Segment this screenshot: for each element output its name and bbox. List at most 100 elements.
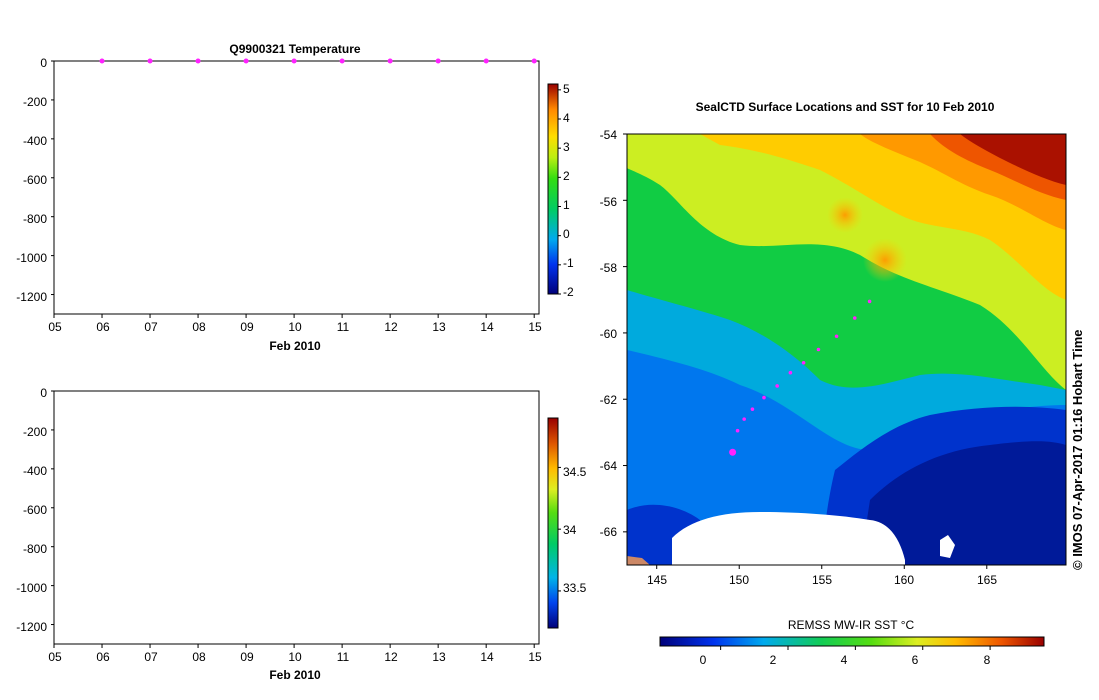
salinity-y-axis: 0 -200 -400 -600 -800 -1000 -1200 bbox=[16, 386, 54, 634]
profile-marker bbox=[435, 58, 441, 64]
temperature-colorbar: 5 4 3 2 1 0 -1 -2 bbox=[547, 82, 574, 299]
temp-xtick-08: 08 bbox=[192, 320, 206, 334]
map-ytick-60: -60 bbox=[600, 327, 618, 341]
map-xtick-155: 155 bbox=[812, 573, 832, 587]
sal-xlabel: Feb 2010 bbox=[269, 668, 321, 682]
track-point bbox=[775, 384, 779, 388]
map-ytick-54: -54 bbox=[600, 128, 618, 142]
sal-ytick-1200: -1200 bbox=[16, 620, 47, 634]
temp-xtick-06: 06 bbox=[96, 320, 110, 334]
sal-xtick-07: 07 bbox=[144, 650, 158, 664]
temperature-y-axis: 0 -200 -400 -600 -800 -1000 -1200 bbox=[16, 56, 54, 304]
temp-xtick-14: 14 bbox=[480, 320, 494, 334]
map-y-axis: -54 -56 -58 -60 -62 -64 -66 bbox=[600, 128, 627, 539]
track-point bbox=[867, 299, 872, 304]
temp-xtick-10: 10 bbox=[288, 320, 302, 334]
profile-marker bbox=[339, 58, 345, 64]
temp-xtick-05: 05 bbox=[48, 320, 62, 334]
sst-cbar-2: 2 bbox=[770, 653, 777, 667]
track-point bbox=[735, 428, 740, 433]
sal-ytick-600: -600 bbox=[23, 503, 47, 517]
temperature-title: Q9900321 Temperature bbox=[229, 42, 361, 56]
profile-marker bbox=[483, 58, 489, 64]
temp-xtick-07: 07 bbox=[144, 320, 158, 334]
track-point bbox=[788, 370, 793, 375]
sal-cbar-33-5: 33.5 bbox=[563, 581, 587, 595]
sal-xtick-06: 06 bbox=[96, 650, 110, 664]
map-ytick-56: -56 bbox=[600, 195, 618, 209]
salinity-panel: 0 -200 -400 -600 -800 -1000 -1200 05 06 … bbox=[16, 386, 586, 682]
profile-marker bbox=[147, 58, 153, 64]
sal-ytick-0: 0 bbox=[40, 386, 47, 400]
temp-xtick-13: 13 bbox=[432, 320, 446, 334]
temperature-section bbox=[54, 61, 539, 314]
profile-marker bbox=[291, 58, 297, 64]
track-point bbox=[816, 347, 821, 352]
sst-cbar-6: 6 bbox=[912, 653, 919, 667]
profile-marker bbox=[387, 58, 393, 64]
track-point bbox=[762, 395, 766, 400]
map-ytick-62: -62 bbox=[600, 393, 618, 407]
sal-xtick-14: 14 bbox=[480, 650, 494, 664]
profile-marker bbox=[243, 58, 249, 64]
map-ytick-58: -58 bbox=[600, 261, 618, 275]
sal-ytick-200: -200 bbox=[23, 425, 47, 439]
temp-cbar-3: 3 bbox=[563, 140, 570, 154]
temp-ytick-400: -400 bbox=[23, 134, 47, 148]
sst-field bbox=[627, 134, 1066, 565]
temp-xtick-09: 09 bbox=[240, 320, 254, 334]
track-point bbox=[729, 448, 737, 456]
temp-cbar-minus2: -2 bbox=[563, 285, 574, 299]
track-point bbox=[801, 360, 806, 365]
map-xtick-150: 150 bbox=[729, 573, 749, 587]
sal-ytick-800: -800 bbox=[23, 542, 47, 556]
sal-xtick-08: 08 bbox=[192, 650, 206, 664]
sst-cbar-8: 8 bbox=[984, 653, 991, 667]
sst-colorbar-ramp bbox=[659, 636, 1045, 647]
sst-cbar-0: 0 bbox=[700, 653, 707, 667]
temp-ytick-1000: -1000 bbox=[16, 251, 47, 265]
map-ytick-66: -66 bbox=[600, 525, 618, 539]
map-frame bbox=[626, 133, 1067, 566]
sal-cbar-34-5: 34.5 bbox=[563, 465, 587, 479]
sst-map-panel: SealCTD Surface Locations and SST for 10… bbox=[600, 100, 1085, 667]
salinity-frame bbox=[53, 390, 540, 645]
salinity-x-axis: 05 06 07 08 09 10 11 12 13 14 15 Feb 201… bbox=[48, 644, 542, 682]
sal-ytick-1000: -1000 bbox=[16, 581, 47, 595]
track-point bbox=[742, 417, 746, 421]
temp-ytick-600: -600 bbox=[23, 173, 47, 187]
sal-ytick-400: -400 bbox=[23, 464, 47, 478]
map-title: SealCTD Surface Locations and SST for 10… bbox=[696, 100, 995, 114]
sal-xtick-10: 10 bbox=[288, 650, 302, 664]
temp-cbar-1: 1 bbox=[563, 198, 570, 212]
salinity-colorbar-ramp bbox=[547, 417, 559, 629]
salinity-section bbox=[54, 391, 539, 644]
map-x-axis: 145 150 155 160 165 bbox=[647, 565, 997, 587]
temp-cbar-minus1: -1 bbox=[563, 256, 574, 270]
map-xtick-160: 160 bbox=[894, 573, 914, 587]
imos-credit: © IMOS 07-Apr-2017 01:16 Hobart Time bbox=[1070, 329, 1085, 570]
profile-markers bbox=[99, 58, 537, 64]
temp-cbar-5: 5 bbox=[563, 82, 570, 96]
temp-cbar-2: 2 bbox=[563, 169, 570, 183]
sal-xtick-05: 05 bbox=[48, 650, 62, 664]
temp-xtick-15: 15 bbox=[528, 320, 542, 334]
sal-cbar-34: 34 bbox=[563, 523, 577, 537]
temp-xtick-12: 12 bbox=[384, 320, 398, 334]
temp-ytick-0: 0 bbox=[40, 56, 47, 70]
sal-xtick-09: 09 bbox=[240, 650, 254, 664]
temp-ytick-200: -200 bbox=[23, 95, 47, 109]
temp-xlabel: Feb 2010 bbox=[269, 339, 321, 353]
temperature-colorbar-ramp bbox=[547, 83, 559, 295]
salinity-colorbar: 34.5 34 33.5 bbox=[547, 417, 587, 629]
sst-colorbar-label: REMSS MW-IR SST °C bbox=[788, 618, 915, 632]
map-xtick-165: 165 bbox=[977, 573, 997, 587]
profile-marker bbox=[99, 58, 105, 64]
sal-xtick-12: 12 bbox=[384, 650, 398, 664]
sst-colorbar: REMSS MW-IR SST °C 0 2 4 6 8 bbox=[659, 618, 1045, 667]
temp-xtick-11: 11 bbox=[337, 320, 350, 334]
temp-cbar-0: 0 bbox=[563, 227, 570, 241]
sal-xtick-13: 13 bbox=[432, 650, 446, 664]
temp-ytick-800: -800 bbox=[23, 212, 47, 226]
